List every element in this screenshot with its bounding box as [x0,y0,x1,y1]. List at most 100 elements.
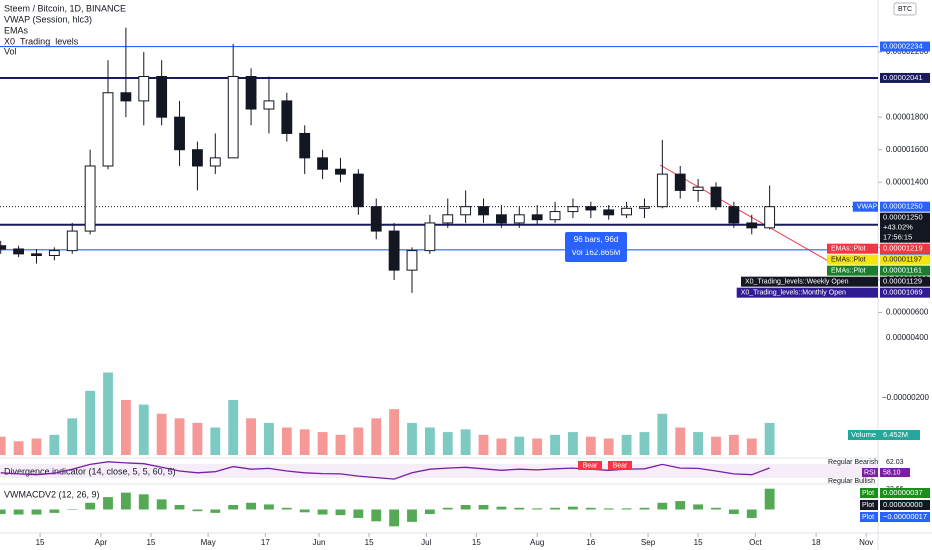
macd-bar [299,509,310,513]
x-tick-label: Aug [530,538,544,547]
price-label: 0.00001069 [883,288,923,297]
volume-bar [550,434,560,455]
volume-bar [371,418,382,455]
x-tick-label: Jul [421,538,431,547]
volume-bar [228,400,239,455]
level-label-bg [880,41,930,52]
price-label-bg [880,265,930,276]
candle-body [84,165,96,232]
volume-bar [514,436,525,455]
candle-body [299,132,311,159]
volume-bar [424,427,435,455]
price-label-name-bg [736,287,878,298]
candle-body [13,248,25,255]
candle-body [567,206,579,213]
volume-bar [299,429,310,455]
volume-bar [31,438,42,455]
candle-body [66,230,78,252]
rsi-title: Divergence indicator (14, close, 5, 5, 6… [4,466,176,476]
price-label-bg [880,243,930,254]
candle-body [31,253,42,256]
plot-name: Plot [862,514,874,521]
macd-bar [496,506,507,510]
candle-body [603,209,615,216]
candle-body [0,245,7,250]
candle-body [585,206,597,211]
volume-bar [585,436,596,455]
macd-bar [353,509,364,518]
price-label-name: EMAs::Plot [831,246,866,253]
x-tick-label: 17 [261,538,270,547]
macd-bar [335,509,346,516]
price-label: 0.00001197 [883,255,922,264]
volume-bar [246,418,256,455]
macd-bar [228,505,239,510]
price-label-name-bg [827,243,878,254]
candle-body [746,222,758,229]
macd-bar [514,507,525,510]
volume-value: 6.452M [883,430,908,439]
candle-body [460,206,472,216]
indicator: Vol [4,46,17,56]
x-tick-label: Jun [313,538,326,547]
candle-body [281,100,293,134]
macd-bar [550,507,560,510]
price-label-name: X0_Trading_levels::Weekly Open [745,279,849,286]
macd-bar [424,509,435,514]
macd-bar [442,507,453,510]
candle-body [639,206,650,209]
rsi-note: 62.03 [886,459,904,466]
macd-bar [603,508,614,510]
volume-bar [532,438,543,455]
volume-bar [478,434,489,455]
candle-body [48,250,60,256]
x-tick-label: Nov [859,538,873,547]
volume-bar [603,438,614,455]
price-label-extra: 17:56:15 [883,233,912,242]
candle-body [388,230,400,271]
x-tick-label: Apr [95,538,108,547]
volume-bar [711,436,721,455]
y-tick-label: 0.00001600 [886,145,929,154]
volume-bar [13,441,24,455]
macd-bar [389,509,400,527]
candle-body [495,214,507,224]
macd-bar [639,507,650,510]
level-label: 0.00002041 [883,73,923,82]
price-label-name-bg [741,276,878,287]
x-tick-label: 15 [694,538,703,547]
rsi-note: Regular Bullish [828,478,875,485]
y-tick-label: 0.00001400 [886,177,929,186]
candle-body [710,186,722,208]
macd-bar [675,501,686,510]
volume-bar [621,434,632,455]
level-label-bg [880,72,930,83]
candle-body [621,207,632,216]
volume-bar [174,418,185,455]
price-label-name: EMAs::Plot [831,257,866,264]
x-tick-label: 15 [472,538,481,547]
candle-body [424,222,436,252]
macd-bar [246,502,256,510]
candle-body [764,206,776,229]
macd-bar [103,497,113,510]
y-tick-label: 0.00002200 [886,47,929,56]
plot-value: −0.00000017 [883,512,927,521]
macd-bar [0,509,6,514]
price-label-bg [880,212,930,243]
candle-body [317,157,329,170]
price-label-bg [880,254,930,265]
price-label-extra: +43.02% [883,223,913,232]
x-tick-label: May [201,538,216,547]
candle-body [156,75,168,118]
volume-bar [675,427,686,455]
measure-text: Vol 162.865M [572,248,621,257]
y-tick-label: 0.00000600 [886,308,929,317]
volume-bar [49,434,60,455]
candle-body [209,157,221,167]
candle-body [174,116,185,151]
candle-body [102,92,114,167]
candle-body [674,173,686,191]
x-tick-label: Sep [641,538,656,547]
signal-bg [578,461,602,470]
